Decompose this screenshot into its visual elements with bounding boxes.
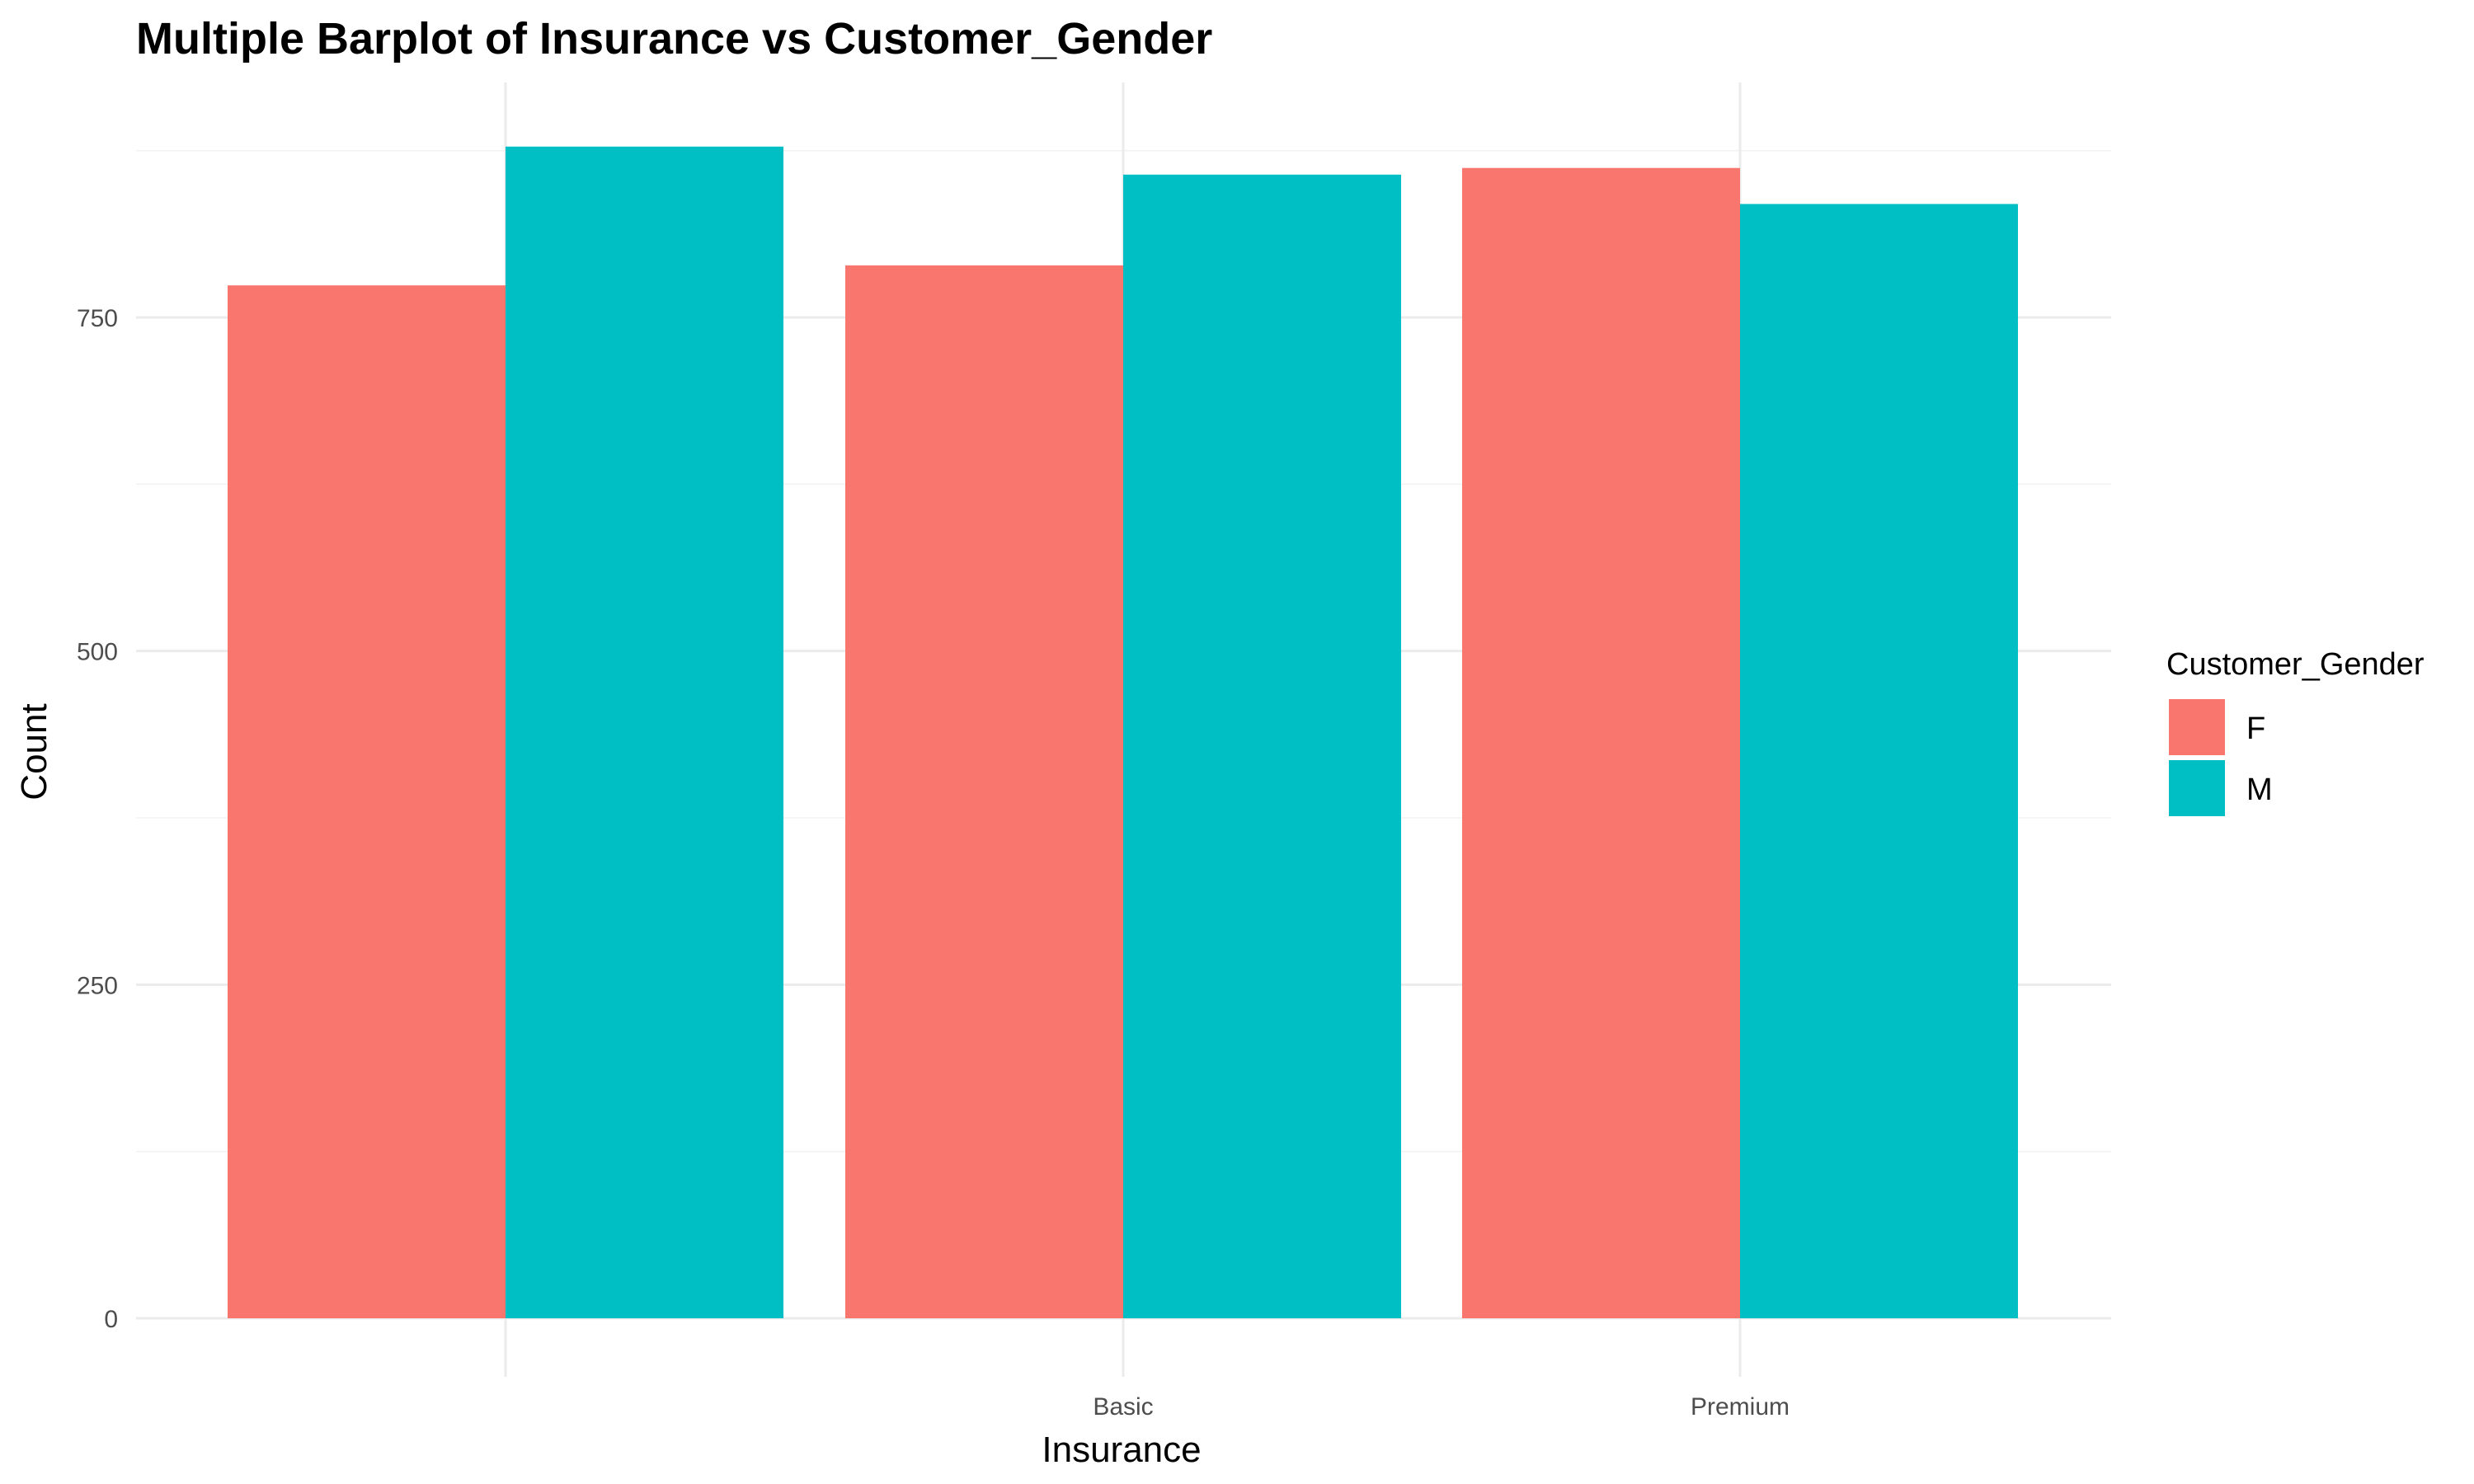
x-tick-label: Premium	[1691, 1393, 1790, 1421]
bar-m-0	[506, 146, 783, 1318]
y-tick-label: 250	[77, 972, 118, 999]
legend-key-m	[2169, 760, 2225, 816]
bars-group	[228, 146, 2018, 1319]
legend-title: Customer_Gender	[2166, 647, 2425, 682]
legend-key-f	[2169, 699, 2225, 755]
bar-f-1	[845, 265, 1123, 1318]
x-tick-labels: Basic Premium	[1093, 1393, 1790, 1421]
chart-title: Multiple Barplot of Insurance vs Custome…	[136, 14, 1212, 63]
legend: Customer_Gender FM	[2166, 647, 2425, 816]
bar-m-1	[1123, 174, 1401, 1318]
y-tick-label: 500	[77, 639, 118, 666]
legend-label-m: M	[2246, 773, 2273, 807]
x-axis-title: Insurance	[1042, 1430, 1201, 1470]
x-tick-label: Basic	[1093, 1393, 1153, 1421]
y-axis-title: Count	[14, 703, 54, 800]
legend-label-f: F	[2246, 711, 2265, 746]
bar-m-2	[1740, 204, 2018, 1318]
y-tick-label: 0	[104, 1306, 118, 1333]
y-tick-label: 750	[77, 305, 118, 332]
bar-f-2	[1462, 167, 1740, 1318]
bar-f-0	[228, 285, 506, 1319]
y-tick-labels: 0 250 500 750	[77, 305, 118, 1333]
